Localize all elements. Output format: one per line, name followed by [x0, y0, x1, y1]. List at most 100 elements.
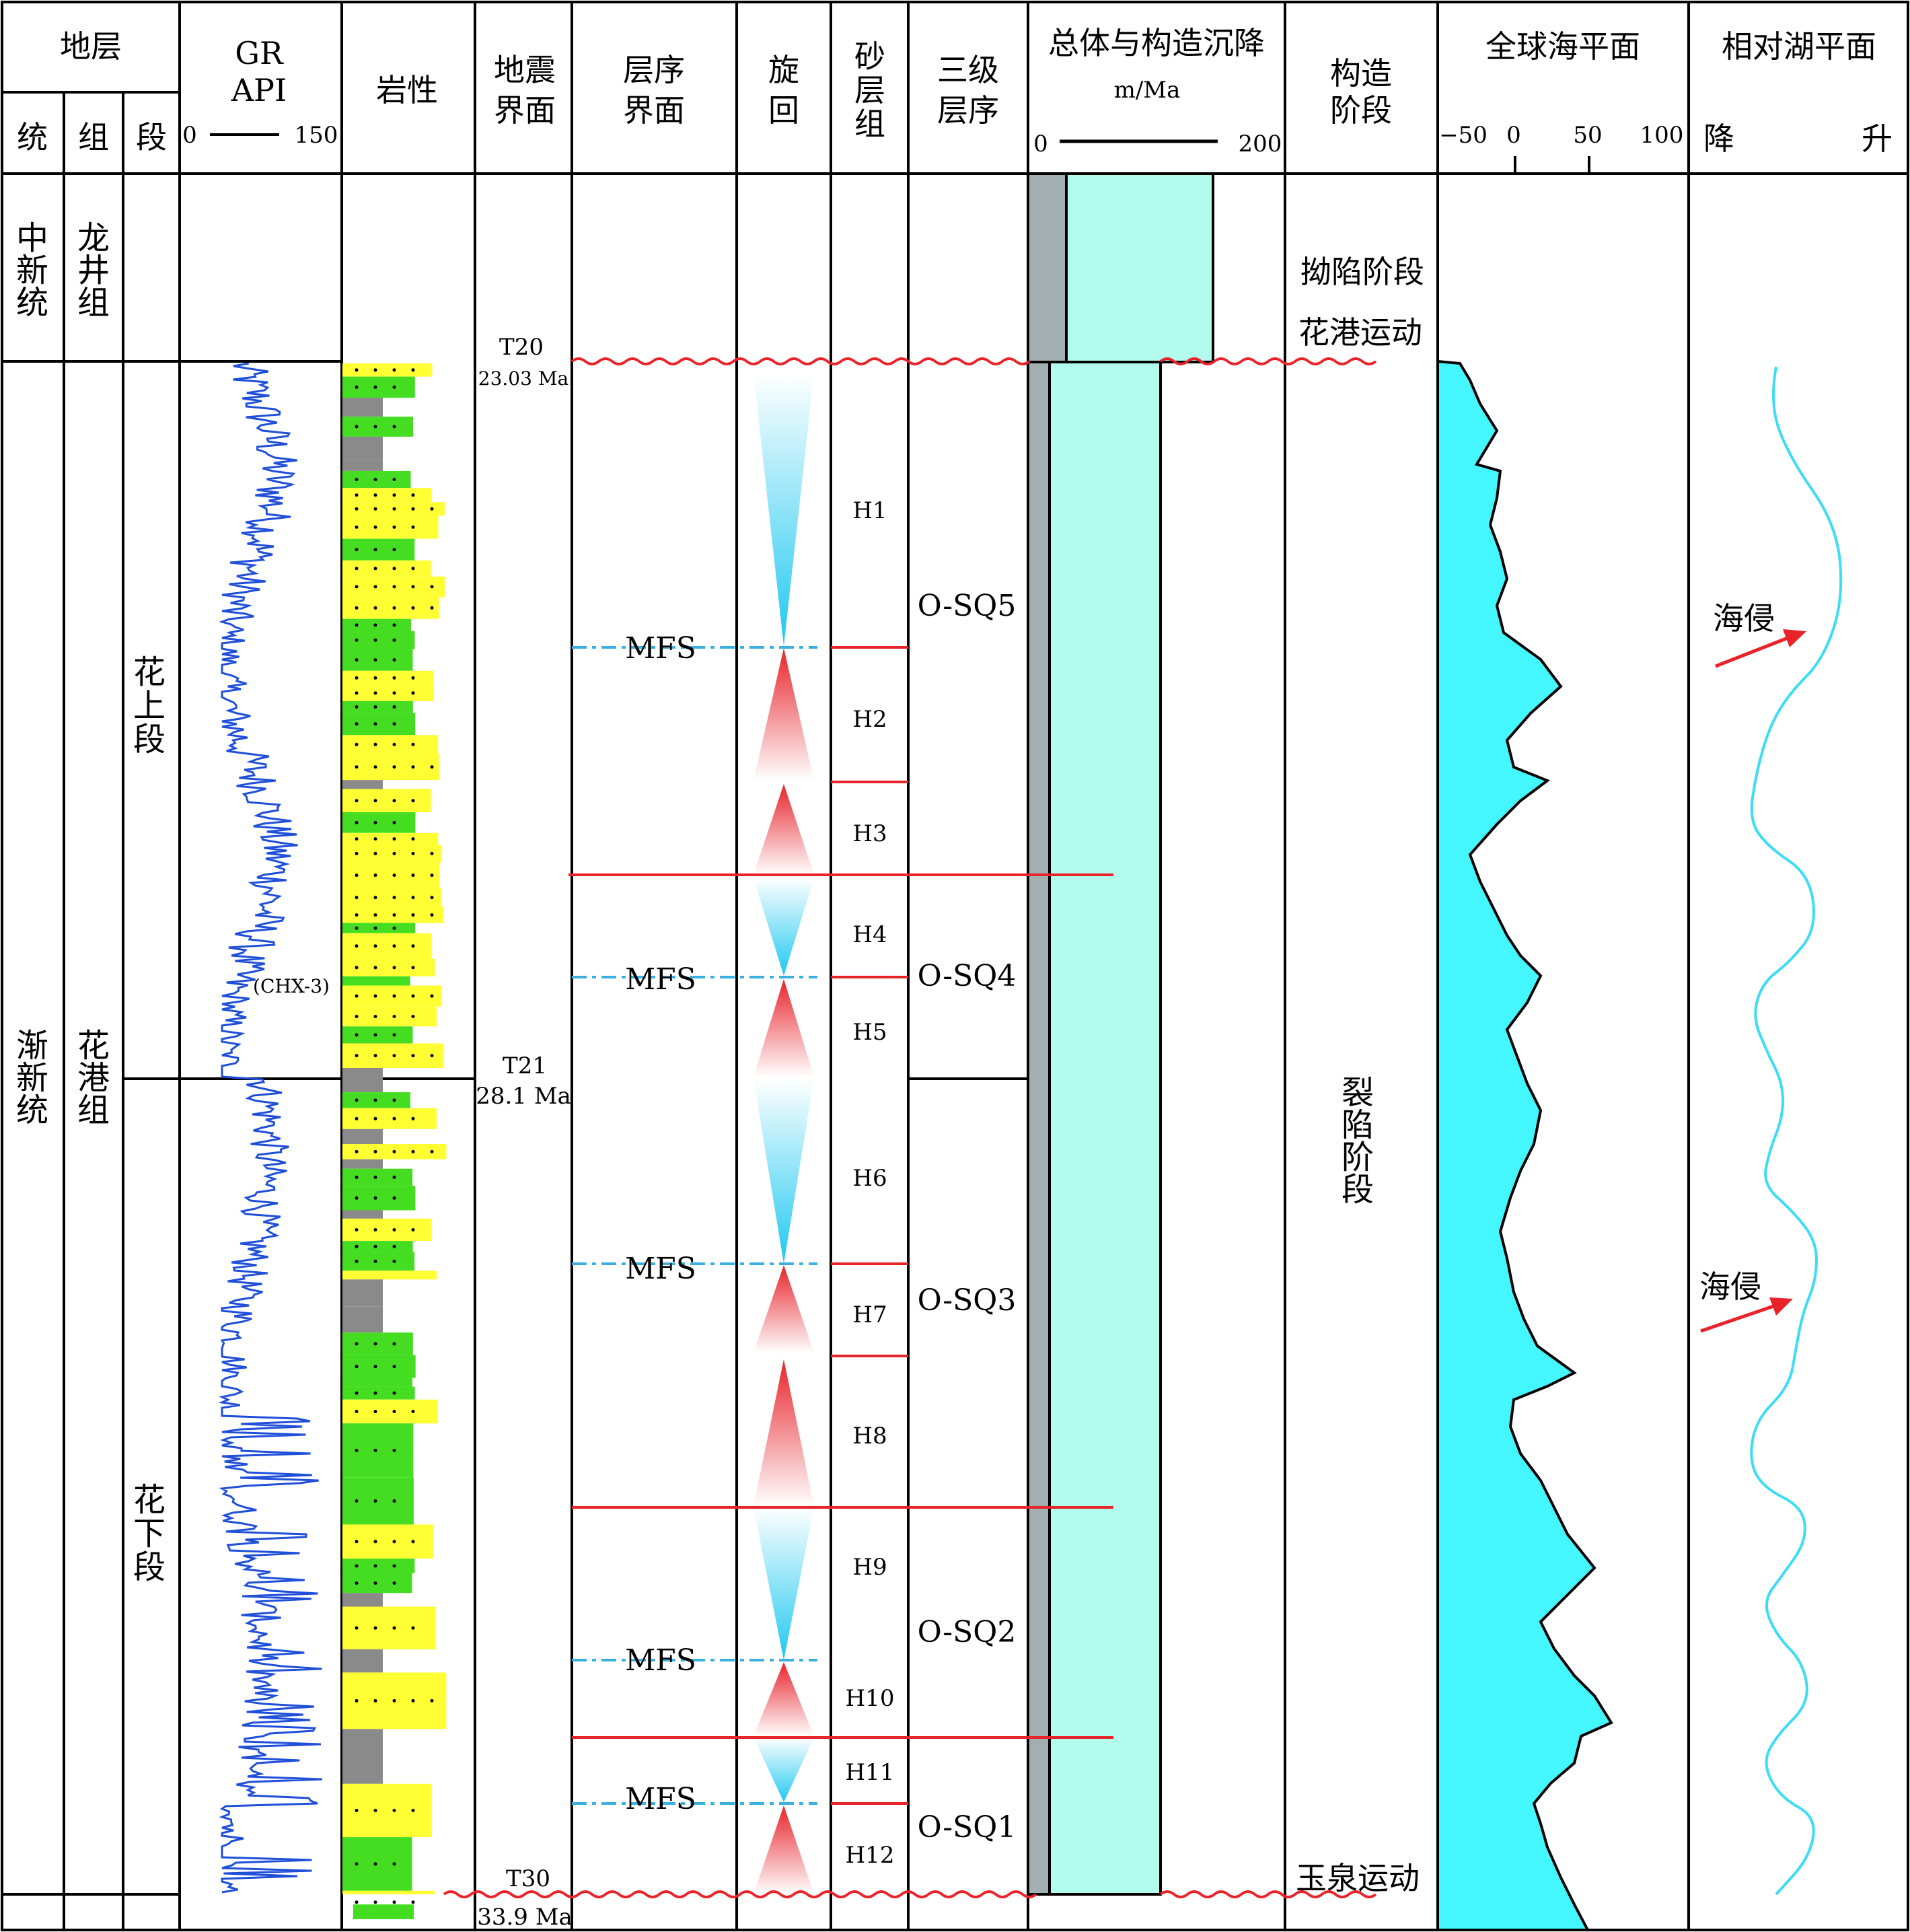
- sand-dot: [373, 722, 377, 726]
- sand-dot: [355, 913, 359, 917]
- mfs-labels: MFS MFS MFS MFS MFS: [625, 631, 696, 1816]
- transgressive-cycle-triangle: [754, 648, 814, 781]
- sand-group-h12: H12: [846, 1842, 895, 1869]
- lithology-layer: [342, 845, 441, 863]
- sand-dot: [392, 913, 396, 917]
- sand-dot: [392, 1581, 396, 1585]
- sand-dot: [392, 820, 396, 824]
- sand-dot: [355, 425, 359, 429]
- sand-dot: [373, 799, 377, 803]
- lithology-layer: [342, 538, 415, 561]
- sand-dot: [392, 837, 396, 841]
- sand-group-h6: H6: [852, 1165, 887, 1192]
- sand-dot: [411, 1626, 415, 1630]
- lithology-layer: [342, 985, 442, 1007]
- sand-dot: [373, 820, 377, 824]
- lithology-layer: [342, 701, 413, 713]
- sand-dot: [392, 1808, 396, 1812]
- sand-dot: [373, 425, 377, 429]
- sand-dot: [355, 1259, 359, 1263]
- sand-dot: [430, 1698, 434, 1703]
- strata-labels: 中新统 龙井组 渐新统 花港组 花上段 花下段 裂陷阶段: [16, 219, 1374, 1586]
- sequence-o-sq1: O-SQ1: [918, 1810, 1017, 1845]
- sand-dot: [355, 1626, 359, 1630]
- sand-dot: [355, 1540, 359, 1544]
- sand-dot: [430, 913, 434, 917]
- sand-dot: [355, 1808, 359, 1812]
- sand-dot: [373, 1391, 377, 1395]
- lithology-column: [342, 363, 447, 1919]
- sand-dot: [392, 1698, 396, 1703]
- sand-group-h7: H7: [852, 1301, 887, 1328]
- sand-dot: [355, 1015, 359, 1018]
- lower-series-label: 渐新统: [16, 1027, 48, 1129]
- sand-dot: [411, 1149, 415, 1153]
- sand-dot: [373, 1098, 377, 1102]
- sand-dot: [411, 1015, 415, 1018]
- header-sand-3: 组: [854, 106, 885, 142]
- regressive-cycle-triangle: [754, 1738, 814, 1802]
- sand-dot: [373, 1808, 377, 1812]
- sand-dot: [355, 896, 359, 900]
- lithology-layer: [342, 976, 410, 986]
- sand-dot: [355, 1342, 359, 1346]
- sand-group-h3: H3: [852, 820, 887, 847]
- sand-dot: [392, 478, 396, 482]
- sand-dot: [355, 368, 359, 372]
- sand-dot: [373, 1499, 377, 1503]
- lithology-layer: [342, 1837, 412, 1891]
- header-subsidence-title: 总体与构造沉降: [1048, 25, 1265, 61]
- sand-dot: [392, 1626, 396, 1630]
- sand-dot: [411, 944, 415, 948]
- sand-group-h11: H11: [846, 1759, 895, 1786]
- tectonic-subsidence-bar-upper: [1065, 172, 1214, 363]
- lithology-layer: [342, 1649, 383, 1673]
- sand-dot: [430, 1054, 434, 1058]
- sand-dot: [373, 1228, 377, 1231]
- header-series: 统: [17, 119, 48, 155]
- sand-dot: [373, 385, 377, 389]
- lithology-layer: [342, 1559, 415, 1573]
- header-lake: 相对湖平面: [1722, 28, 1876, 65]
- unconformity-line: [571, 357, 1031, 365]
- sand-dot: [355, 1054, 359, 1058]
- lithology-layer: [342, 631, 415, 649]
- sand-dot: [411, 493, 415, 497]
- sand-dot: [392, 1499, 396, 1503]
- gr-log-curve: [218, 362, 322, 1894]
- sand-dot: [392, 1228, 396, 1231]
- sand-dot: [392, 493, 396, 497]
- sand-dot: [392, 525, 396, 529]
- sand-dot: [373, 837, 377, 841]
- header-sand-2: 层: [854, 72, 885, 108]
- sand-dot: [430, 896, 434, 900]
- sand-dot: [411, 873, 415, 878]
- sand-dot: [373, 567, 377, 571]
- lithology-layer: [342, 1573, 412, 1594]
- seismic-age-t21: 28.1 Ma: [476, 1083, 571, 1110]
- header-seq-boundary-1: 层序: [623, 52, 685, 88]
- sand-dot: [392, 799, 396, 803]
- transgression-arrowhead: [1783, 629, 1806, 647]
- header-lithology: 岩性: [376, 72, 438, 108]
- sand-dot: [373, 1259, 377, 1263]
- transgressive-cycle-triangle: [754, 1265, 814, 1353]
- sand-dot: [355, 1499, 359, 1503]
- sand-dot: [355, 1228, 359, 1231]
- boundary-lines: [443, 357, 1377, 1898]
- sand-dot: [392, 994, 396, 998]
- sand-dot: [373, 478, 377, 482]
- sand-dot: [392, 966, 396, 970]
- lower-member-label: 花下段: [133, 1481, 166, 1586]
- relative-lake-level-curve: [1750, 366, 1843, 1896]
- header-tectonic-1: 构造: [1330, 55, 1392, 92]
- global-sea-level-curve: [1436, 359, 1613, 1931]
- sand-dot: [373, 507, 377, 511]
- sand-dot: [392, 742, 396, 746]
- regressive-cycle-triangle: [754, 373, 814, 646]
- transgression-arrow: [1700, 1302, 1780, 1333]
- unconformity-line: [1159, 1890, 1377, 1898]
- sand-dot: [411, 567, 415, 571]
- sand-dot: [392, 1259, 396, 1263]
- sand-dot: [373, 638, 377, 642]
